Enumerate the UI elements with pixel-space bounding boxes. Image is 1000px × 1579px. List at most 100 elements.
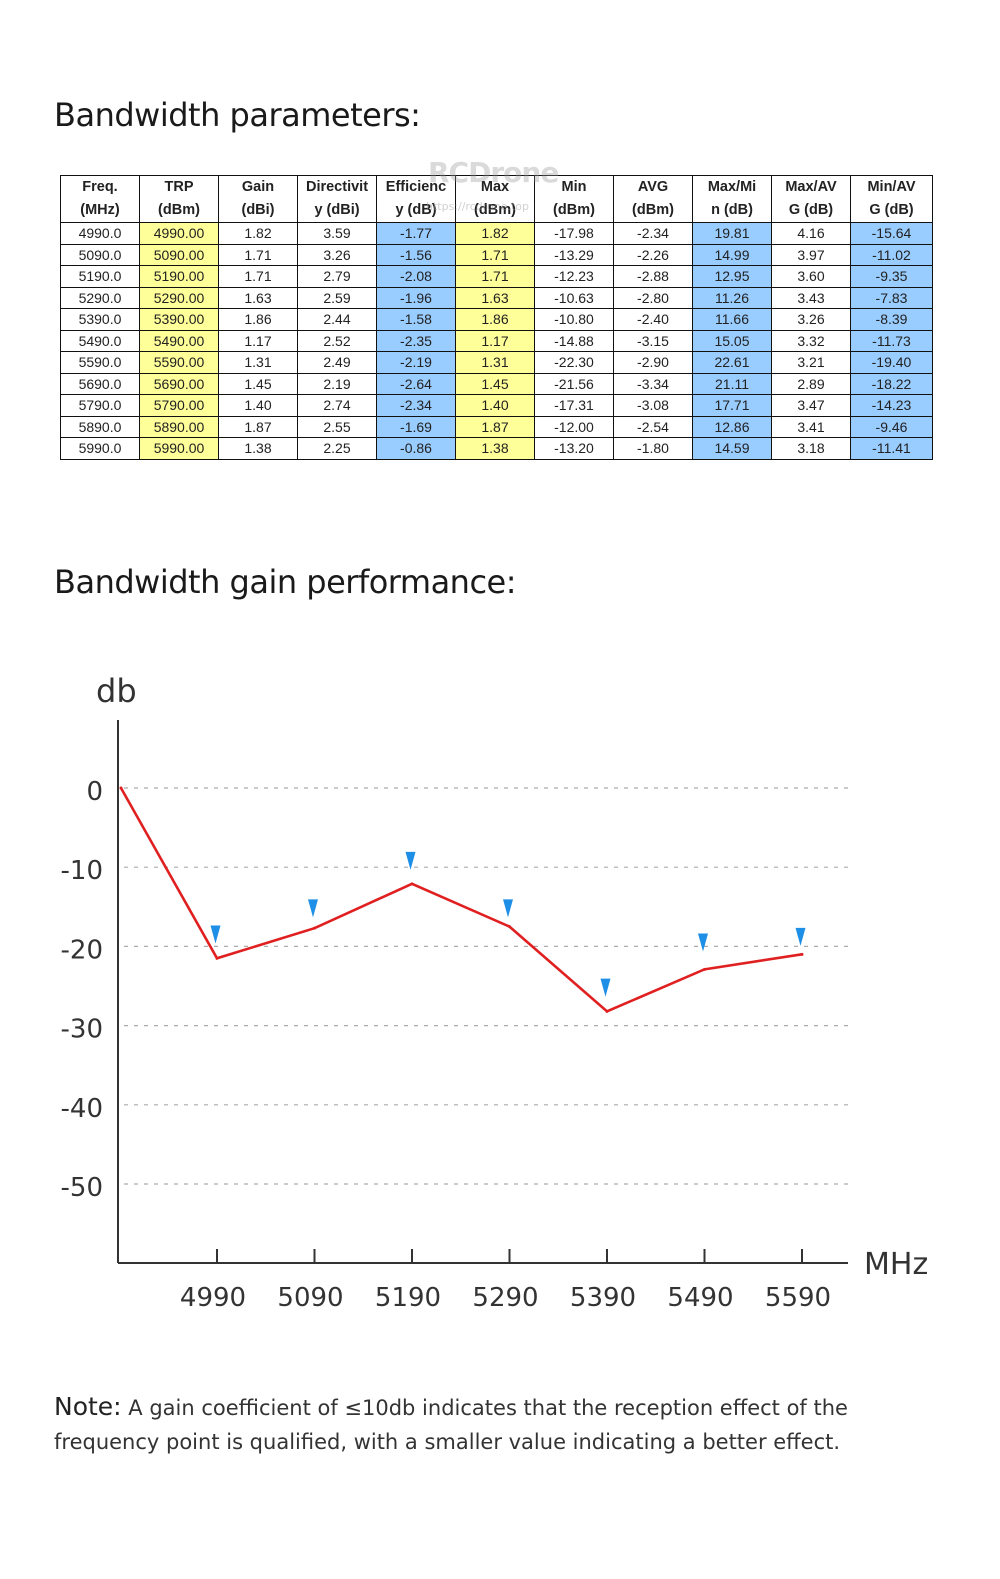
table-cell: 2.49 [297,351,377,374]
table-cell: 1.86 [455,308,535,331]
table-cell: -10.80 [534,308,614,331]
y-tick-label: 0 [86,777,103,807]
table-cell: -12.23 [534,265,614,288]
table-cell: 3.21 [771,351,851,374]
table-cell: 1.17 [455,329,535,352]
table-cell: 12.95 [692,265,772,288]
table-header-text: Gain [241,179,275,195]
table-header-cell: Min/AV G (dB) [850,175,933,223]
table-cell: -15.64 [850,222,933,245]
table-cell: -14.88 [534,329,614,352]
table-cell: -18.22 [850,372,933,395]
table-cell: 2.55 [297,415,377,438]
table-cell: 5990.00 [139,437,219,460]
table-cell: 1.31 [455,351,535,374]
table-cell: -19.40 [850,351,933,374]
table-cell: 3.47 [771,394,851,417]
table-cell: 12.86 [692,415,772,438]
table-row: 5290.0 5290.00 1.63 2.59 -1.96 1.63 -10.63 -2.8… [60,286,933,309]
table-cell: -1.96 [376,286,456,309]
table-cell: 3.59 [297,222,377,245]
table-cell: 3.97 [771,243,851,266]
table-cell: 11.66 [692,308,772,331]
table-cell: 1.71 [218,243,298,266]
table-header-text: Max [480,179,510,195]
table-cell: 2.25 [297,437,377,460]
table-header-row: Freq. (MHz) TRP (dBm) Gain (dBi) Directivit y (… [60,175,933,223]
chart-section-title: Bandwidth gain performance: [54,563,517,601]
series-point [410,882,414,886]
table-cell: 5390.0 [60,308,140,331]
table-cell: -2.08 [376,265,456,288]
table-cell: 19.81 [692,222,772,245]
table-cell: 3.43 [771,286,851,309]
table-cell: -17.98 [534,222,614,245]
table-cell: -1.77 [376,222,456,245]
table-header-text: n (dB) [711,202,753,218]
note-text: A gain coefficient of ≤10db indicates th… [54,1396,848,1454]
table-cell: -12.00 [534,415,614,438]
table-header-text: Min [561,179,587,195]
table-cell: 1.71 [455,265,535,288]
table-cell: 1.71 [455,243,535,266]
table-cell: 5090.00 [139,243,219,266]
series-point [119,786,123,790]
table-cell: 4990.0 [60,222,140,245]
table-cell: -11.41 [850,437,933,460]
table-section-title: Bandwidth parameters: [54,96,421,134]
y-tick-label: -40 [61,1094,103,1124]
table-header-text: AVG [637,179,669,195]
table-cell: -2.35 [376,329,456,352]
table-cell: 2.89 [771,372,851,395]
table-cell: 2.59 [297,286,377,309]
table-cell: -3.08 [613,394,693,417]
table-cell: 2.52 [297,329,377,352]
table-row: 5190.0 5190.00 1.71 2.79 -2.08 1.71 -12.23 -2.8… [60,265,933,288]
y-axis-label: db [96,672,137,710]
series-point [313,926,316,930]
table-cell: 5990.0 [60,437,140,460]
table-cell: -2.19 [376,351,456,374]
table-cell: 1.63 [218,286,298,309]
table-cell: 2.79 [297,265,377,288]
table-cell: 1.45 [218,372,298,395]
table-cell: -17.31 [534,394,614,417]
note-label: Note: [54,1392,122,1421]
x-tick-label: 5390 [570,1283,636,1313]
y-tick-label: -20 [61,935,103,965]
table-cell: 1.82 [218,222,298,245]
table-header-text: Max/AV [785,179,837,195]
table-cell: 22.61 [692,351,772,374]
table-cell: 5190.00 [139,265,219,288]
table-cell: 1.63 [455,286,535,309]
table-cell: 1.40 [455,394,535,417]
table-cell: -3.34 [613,372,693,395]
table-row: 5890.0 5890.00 1.87 2.55 -1.69 1.87 -12.00 -2.5… [60,415,933,438]
table-cell: 3.18 [771,437,851,460]
bandwidth-parameters-table: Freq. (MHz) TRP (dBm) Gain (dBi) Directivit y (… [60,175,933,460]
table-cell: -1.56 [376,243,456,266]
table-cell: -2.90 [613,351,693,374]
table-cell: 1.87 [455,415,535,438]
table-header-cell: AVG (dBm) [613,175,693,223]
table-cell: -7.83 [850,286,933,309]
table-header-text: Max/Mi [707,179,757,195]
series-point [508,925,511,929]
table-row: 5490.0 5490.00 1.17 2.52 -2.35 1.17 -14.88 -3.1… [60,329,933,352]
y-tick-label: -50 [61,1173,103,1203]
table-cell: 1.17 [218,329,298,352]
table-header-text: Efficienc [385,179,447,195]
table-row: 5790.0 5790.00 1.40 2.74 -2.34 1.40 -17.31 -3.0… [60,394,933,417]
table-cell: 5290.00 [139,286,219,309]
marker-triangle-icon [405,851,416,870]
table-cell: 5090.0 [60,243,140,266]
table-cell: -1.80 [613,437,693,460]
note: Note: A gain coefficient of ≤10db indica… [54,1390,934,1459]
table-cell: -2.26 [613,243,693,266]
table-cell: 4990.00 [139,222,219,245]
x-tick-label: 5190 [375,1283,441,1313]
table-header-cell: Directivit y (dBi) [297,175,377,223]
table-cell: -2.80 [613,286,693,309]
table-header-text: y (dBi) [314,202,360,218]
table-cell: -11.73 [850,329,933,352]
